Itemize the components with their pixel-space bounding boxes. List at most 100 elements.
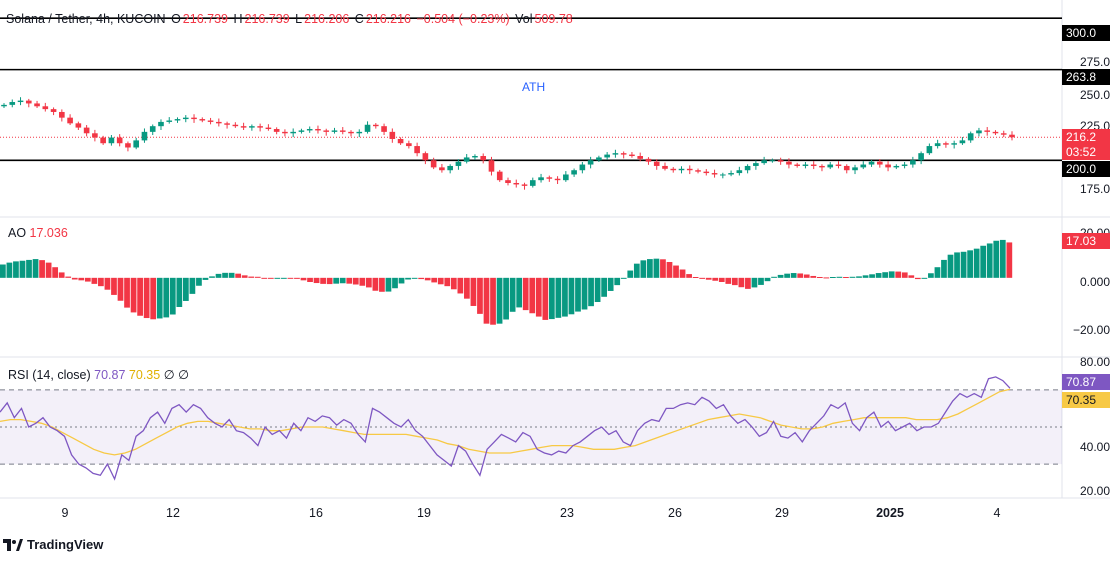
- ao-bar: [287, 277, 294, 279]
- ao-bar: [947, 254, 954, 278]
- candle-body: [158, 121, 164, 127]
- ao-bar: [666, 262, 673, 278]
- ao-bar: [875, 273, 882, 278]
- ao-bar: [254, 276, 261, 278]
- candle-body: [83, 127, 90, 134]
- ao-bar: [490, 277, 496, 325]
- ao-bar: [274, 277, 281, 279]
- rsi-pane: [0, 376, 1062, 481]
- candle-body: [25, 100, 32, 104]
- candle-body: [249, 126, 255, 128]
- candle-body: [240, 126, 247, 128]
- rsi-tick-40: 40.00: [1079, 440, 1110, 454]
- ao-bar: [627, 270, 634, 278]
- candle-body: [819, 165, 825, 168]
- candle-body: [488, 160, 495, 172]
- candle-body: [356, 131, 363, 134]
- ao-bar: [895, 271, 902, 278]
- ao-bar: [411, 277, 418, 279]
- ao-bar: [398, 277, 405, 284]
- candle-body: [224, 123, 230, 125]
- volume-value: 509.78: [534, 12, 573, 26]
- rsi-title[interactable]: RSI (14, close): [8, 368, 91, 382]
- ao-bar: [13, 261, 19, 278]
- candle-body: [934, 143, 941, 147]
- ao-bar: [503, 277, 509, 320]
- ao-bar: [790, 273, 797, 278]
- ao-bar: [19, 260, 26, 278]
- ao-bar: [633, 263, 640, 278]
- candle-body: [703, 171, 710, 174]
- candle-body: [910, 160, 916, 165]
- candle-body: [9, 102, 16, 105]
- ao-bar: [954, 252, 960, 278]
- candle-body: [736, 170, 743, 174]
- rsi-line: [0, 376, 1011, 481]
- candle-body: [670, 168, 677, 171]
- ao-bar: [751, 277, 758, 288]
- ao-bar: [647, 259, 653, 278]
- ao-bar: [653, 258, 660, 278]
- candle-body: [753, 163, 759, 166]
- ao-bar: [196, 277, 202, 286]
- candle-body: [777, 160, 784, 162]
- ao-bar: [686, 274, 692, 278]
- ao-bar: [640, 260, 647, 278]
- x-label-16: 16: [309, 506, 323, 520]
- tradingview-brand[interactable]: TradingView: [3, 537, 103, 552]
- ao-bar: [91, 277, 98, 284]
- candle-body: [720, 174, 726, 176]
- ao-bar: [189, 277, 196, 294]
- candle-body: [463, 157, 470, 162]
- ao-bar: [117, 277, 124, 301]
- ao-bar: [542, 277, 549, 320]
- ao-bar: [784, 273, 790, 278]
- candle-body: [372, 124, 379, 127]
- candle-body: [306, 129, 313, 131]
- ao-bar: [352, 277, 359, 285]
- ao-bar: [418, 277, 425, 280]
- ao-bar: [555, 277, 562, 318]
- candle-body: [521, 184, 528, 186]
- candle-body: [885, 164, 891, 168]
- ao-bar: [731, 277, 738, 286]
- ao-bar: [836, 276, 843, 278]
- ao-bar: [450, 277, 457, 290]
- ao-bar: [568, 277, 575, 315]
- ao-bar: [202, 277, 209, 280]
- candle-body: [406, 143, 412, 147]
- x-label-23: 23: [560, 506, 574, 520]
- ao-bar: [986, 243, 993, 278]
- ao-bar: [143, 277, 150, 319]
- candle-body: [810, 164, 817, 166]
- ao-bar: [372, 277, 379, 291]
- ao-bar: [124, 277, 130, 308]
- ao-bar: [764, 277, 771, 282]
- ao-bar: [869, 274, 875, 278]
- ao-bar: [856, 276, 862, 278]
- candle-body: [629, 154, 635, 157]
- change-value: −0.504 (−0.23%): [416, 12, 510, 26]
- candle-body: [472, 156, 478, 158]
- ao-bar: [6, 262, 13, 278]
- candle-body: [182, 117, 189, 120]
- ao-title[interactable]: AO: [8, 226, 27, 240]
- brand-name: TradingView: [27, 537, 104, 552]
- symbol-title[interactable]: Solana / Tether, 4h, KUCOIN: [6, 12, 166, 26]
- candle-body: [414, 146, 420, 154]
- candle-body: [926, 146, 933, 154]
- ao-bar: [941, 259, 947, 278]
- candle-body: [662, 165, 668, 169]
- candle-body: [496, 171, 503, 181]
- rsi-legend: RSI (14, close) 70.87 70.35 ∅ ∅: [8, 367, 189, 382]
- ao-bar: [712, 277, 719, 281]
- ao-bar: [699, 277, 706, 279]
- candle-body: [728, 173, 734, 175]
- level-300-tag: 300.0: [1062, 25, 1110, 41]
- candle-body: [620, 153, 627, 155]
- ao-bar: [601, 277, 607, 297]
- candle-body: [571, 170, 577, 175]
- ao-bar: [111, 277, 117, 295]
- ao-bar: [908, 275, 915, 278]
- candle-body: [786, 161, 792, 165]
